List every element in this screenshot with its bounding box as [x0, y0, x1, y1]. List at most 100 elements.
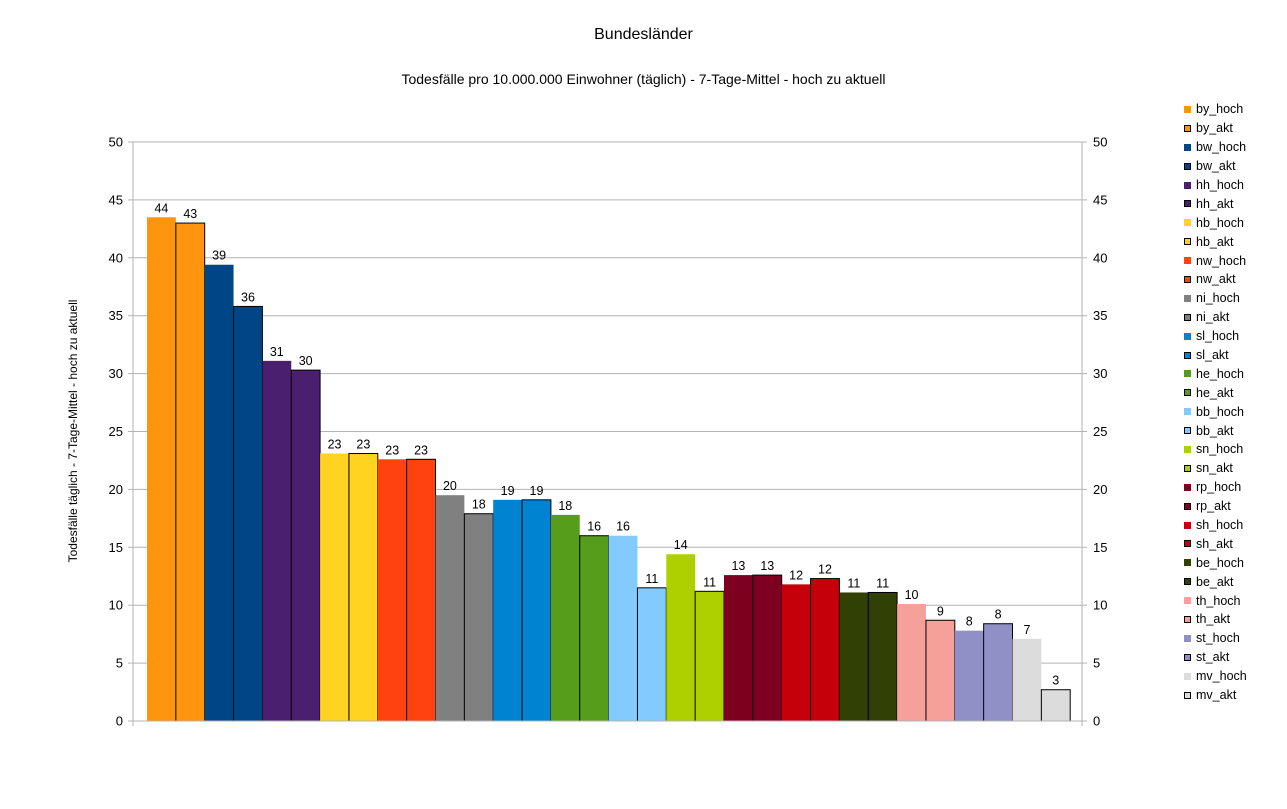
legend-swatch [1184, 219, 1191, 227]
data-label: 23 [356, 438, 370, 452]
data-label: 13 [731, 559, 745, 573]
data-label: 11 [847, 576, 860, 590]
y-tick-label-right: 0 [1093, 714, 1100, 729]
legend-item-bb-akt: bb_akt [1184, 421, 1247, 440]
legend-swatch [1184, 389, 1191, 397]
legend-swatch [1184, 502, 1191, 510]
y-tick-label: 25 [109, 424, 123, 439]
legend-label: mv_hoch [1196, 669, 1247, 684]
y-tick-label-right: 5 [1093, 656, 1100, 671]
legend-label: hh_hoch [1196, 178, 1244, 192]
legend-item-he-hoch: he_hoch [1184, 364, 1247, 383]
legend-label: th_hoch [1196, 593, 1241, 608]
bar-bw-akt [233, 305, 263, 722]
bar-sl-hoch [493, 499, 523, 721]
chart-title: Bundesländer [594, 26, 693, 43]
legend-label: bw_akt [1196, 159, 1236, 174]
legend-item-ni-hoch: ni_hoch [1184, 289, 1247, 308]
legend-item-ni-akt: ni_akt [1184, 308, 1247, 327]
legend-swatch [1184, 257, 1191, 265]
legend-item-mv-akt: mv_akt [1184, 686, 1247, 705]
bar-sn-hoch [666, 554, 696, 721]
legend-label: hb_hoch [1196, 215, 1244, 230]
bar-nw-akt [406, 458, 436, 722]
legend-swatch [1184, 483, 1191, 491]
y-tick-label: 40 [109, 250, 123, 265]
bar-sh-akt [810, 578, 840, 722]
legend-label: hh_akt [1196, 196, 1234, 211]
legend-swatch [1184, 445, 1191, 453]
bar-sh-hoch [781, 584, 811, 721]
legend-label: sl_hoch [1196, 329, 1240, 344]
legend-swatch [1184, 124, 1191, 132]
legend-swatch [1184, 351, 1191, 359]
data-label: 20 [443, 479, 457, 493]
bar-ni-akt [463, 513, 494, 722]
bar-sl-akt [521, 499, 552, 722]
y-tick-label: 15 [109, 540, 123, 555]
y-tick-label-right: 35 [1093, 308, 1107, 323]
legend-label: sh_hoch [1196, 518, 1244, 533]
y-tick-label: 35 [109, 308, 123, 323]
data-label: 43 [183, 207, 197, 221]
legend-label: bb_akt [1196, 423, 1234, 438]
bar-mv-akt [1040, 689, 1071, 722]
legend-label: be_akt [1196, 574, 1234, 589]
bar-he-hoch [550, 514, 580, 721]
data-label: 8 [995, 608, 1002, 622]
legend-label: ni_hoch [1196, 291, 1240, 306]
legend-swatch [1184, 615, 1191, 623]
legend-item-sn-hoch: sn_hoch [1184, 440, 1247, 459]
legend-swatch [1184, 332, 1191, 340]
legend-item-nw-akt: nw_akt [1184, 270, 1247, 289]
bar-be-hoch [839, 592, 869, 721]
data-label: 39 [212, 249, 226, 263]
legend-label: by_akt [1196, 121, 1233, 136]
data-label: 23 [414, 443, 428, 457]
legend-item-by-hoch: by_hoch [1184, 100, 1247, 119]
legend-swatch [1184, 313, 1191, 321]
legend-label: be_hoch [1196, 555, 1244, 570]
bar-th-akt [925, 619, 956, 722]
left-axis-ticks: 0 5 10 15 20 25 30 35 40 45 50 [109, 135, 133, 729]
legend-item-sl-akt: sl_akt [1184, 346, 1247, 365]
legend-label: bw_hoch [1196, 140, 1247, 155]
y-tick-label-right: 25 [1093, 424, 1107, 439]
bar-hh-hoch [262, 360, 292, 721]
data-label: 10 [905, 588, 919, 602]
legend-item-hb-akt: hb_akt [1184, 232, 1247, 251]
legend-swatch [1184, 540, 1191, 548]
data-label: 13 [760, 559, 774, 573]
legend-label: rp_akt [1196, 499, 1231, 514]
legend-swatch [1184, 370, 1191, 378]
legend-swatch [1184, 672, 1191, 680]
bar-hb-akt [348, 453, 379, 722]
legend-label: hb_akt [1196, 234, 1234, 249]
data-label: 14 [674, 538, 688, 552]
bar-he-akt [579, 535, 610, 722]
bar-sn-akt [694, 590, 725, 722]
y-tick-label: 0 [116, 714, 123, 729]
legend-label: th_akt [1196, 612, 1231, 627]
bar-nw-hoch [377, 459, 407, 721]
legend-swatch [1184, 427, 1191, 435]
bar-mv-hoch [1012, 638, 1042, 721]
legend-item-nw-hoch: nw_hoch [1184, 251, 1247, 270]
legend-item-hb-hoch: hb_hoch [1184, 213, 1247, 232]
legend-item-he-akt: he_akt [1184, 383, 1247, 402]
bars [147, 217, 1071, 722]
y-tick-label-right: 50 [1093, 135, 1107, 150]
data-label: 30 [299, 354, 313, 368]
data-label: 12 [818, 563, 832, 577]
legend-swatch [1184, 275, 1191, 283]
legend-label: by_hoch [1196, 102, 1244, 117]
legend-label: bb_hoch [1196, 404, 1244, 419]
data-label: 16 [616, 520, 630, 534]
data-label: 44 [154, 201, 168, 215]
legend-swatch [1184, 294, 1191, 302]
legend-item-sh-hoch: sh_hoch [1184, 516, 1247, 535]
y-tick-label: 10 [109, 598, 123, 613]
legend-swatch [1184, 521, 1191, 529]
legend-label: he_hoch [1196, 366, 1244, 381]
y-tick-label: 30 [109, 366, 123, 381]
